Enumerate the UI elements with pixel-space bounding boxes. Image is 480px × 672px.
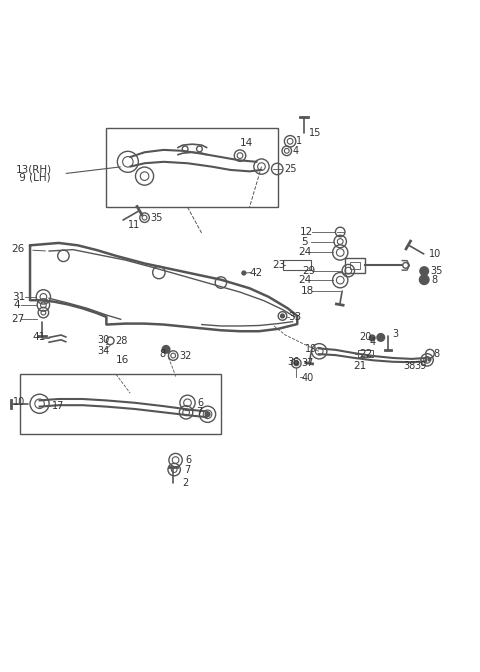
Text: 19: 19 [305, 344, 318, 354]
Text: 35: 35 [430, 266, 442, 276]
Text: 4: 4 [370, 337, 376, 347]
Circle shape [428, 358, 431, 361]
Text: 4: 4 [293, 146, 299, 156]
Bar [349, 261, 360, 269]
Text: 25: 25 [284, 164, 297, 174]
Text: 8: 8 [160, 349, 166, 359]
Text: 33: 33 [288, 312, 301, 322]
Text: 38: 38 [404, 361, 416, 371]
Text: 18: 18 [301, 286, 314, 296]
Text: 27: 27 [11, 314, 24, 325]
Text: 16: 16 [116, 355, 129, 365]
Text: 10: 10 [429, 249, 441, 259]
Text: 12: 12 [300, 227, 313, 237]
Text: 5: 5 [301, 237, 308, 247]
Text: 7: 7 [184, 464, 190, 474]
Text: 23: 23 [272, 260, 285, 270]
Text: 35: 35 [151, 212, 163, 222]
Text: 10: 10 [13, 397, 25, 407]
Text: 24: 24 [299, 275, 312, 285]
Text: 42: 42 [250, 267, 263, 278]
Text: 9 (LH): 9 (LH) [16, 173, 50, 183]
Circle shape [420, 267, 429, 276]
Text: 6: 6 [197, 398, 203, 408]
Text: 15: 15 [309, 128, 322, 138]
Text: 32: 32 [180, 351, 192, 361]
Text: 41: 41 [33, 332, 46, 342]
Text: 34: 34 [97, 346, 109, 355]
Text: 8: 8 [431, 275, 437, 285]
Text: 3: 3 [393, 329, 399, 339]
Text: 14: 14 [240, 138, 253, 148]
Text: 40: 40 [302, 372, 314, 382]
Circle shape [369, 335, 375, 341]
Text: 26: 26 [11, 244, 24, 254]
Text: 21: 21 [354, 361, 367, 370]
Text: 7: 7 [196, 407, 203, 417]
Bar [21, 374, 221, 434]
Text: 6: 6 [185, 455, 191, 465]
Text: 1: 1 [296, 136, 302, 146]
Text: 39: 39 [414, 361, 426, 371]
Circle shape [294, 361, 299, 366]
Text: 36: 36 [288, 357, 300, 367]
Text: 31: 31 [12, 292, 25, 302]
Text: 37: 37 [301, 358, 313, 368]
Circle shape [205, 412, 210, 417]
Circle shape [242, 271, 246, 275]
Text: 24: 24 [299, 247, 312, 257]
Text: 8: 8 [433, 349, 439, 359]
Text: 28: 28 [115, 336, 127, 346]
Text: 11: 11 [128, 220, 140, 230]
Text: 4: 4 [13, 300, 20, 310]
Bar [107, 128, 278, 207]
Text: 17: 17 [51, 401, 64, 411]
Text: 20: 20 [360, 333, 372, 343]
Circle shape [281, 314, 284, 318]
Text: 13(RH): 13(RH) [16, 165, 52, 175]
Circle shape [420, 275, 429, 284]
Bar [345, 258, 364, 273]
Text: 29: 29 [302, 265, 315, 276]
Text: 30: 30 [97, 335, 109, 345]
Text: 2: 2 [183, 478, 189, 488]
Text: 22: 22 [360, 349, 372, 359]
Circle shape [162, 345, 170, 353]
Circle shape [377, 333, 384, 341]
